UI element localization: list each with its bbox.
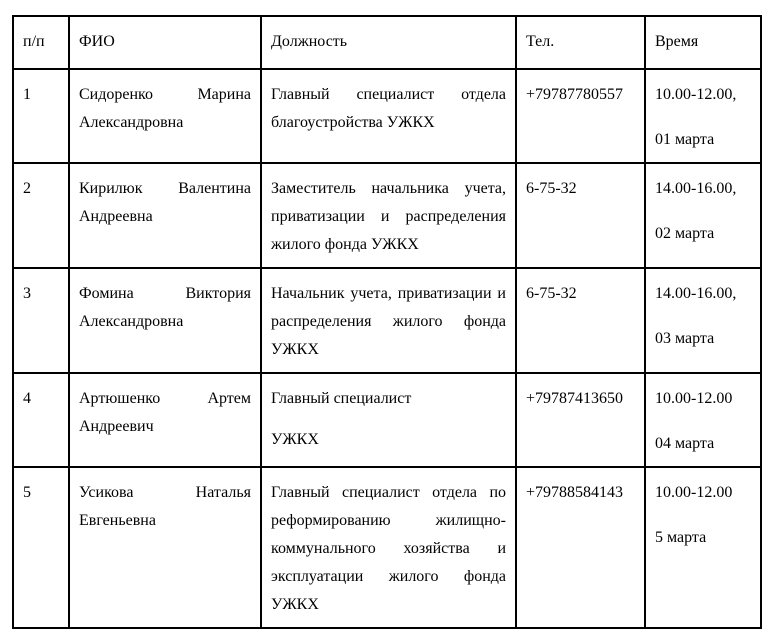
position-text: Главный специалист	[271, 390, 412, 407]
position-cell: Начальник учета, приватизации и распреде…	[260, 267, 517, 374]
person-name: Сидоренко Марина Александровна	[68, 68, 262, 164]
contact-schedule-table: п/п ФИО Должность Тел. Время 1 Сидоренко…	[12, 15, 762, 629]
table-row: 5 Усикова Наталья Евгеньевна Главный спе…	[12, 466, 762, 629]
time-cell: 10.00-12.00, 01 марта	[644, 68, 762, 164]
person-name: Артюшенко Артем Андреевич	[68, 372, 262, 468]
position-text: Заместитель начальника учета, приватизац…	[271, 180, 506, 253]
time-range: 14.00-16.00,	[655, 285, 737, 302]
table-row: 1 Сидоренко Марина Александровна Главный…	[12, 68, 762, 164]
phone-number: +79788584143	[515, 466, 646, 629]
time-cell: 10.00-12.00 04 марта	[644, 372, 762, 468]
time-cell: 14.00-16.00, 03 марта	[644, 267, 762, 374]
row-number: 4	[12, 372, 70, 468]
time-cell: 14.00-16.00, 02 марта	[644, 162, 762, 269]
position-text: Главный специалист отдела по реформирова…	[271, 484, 506, 613]
row-number: 1	[12, 68, 70, 164]
phone-number: +79787413650	[515, 372, 646, 468]
column-header-name: ФИО	[68, 15, 262, 70]
position-text: Главный специалист отдела благоустройств…	[271, 86, 506, 131]
time-range: 10.00-12.00	[655, 390, 733, 407]
position-cell: Главный специалист УЖКХ	[260, 372, 517, 468]
phone-number: 6-75-32	[515, 267, 646, 374]
header-row: п/п ФИО Должность Тел. Время	[12, 15, 762, 70]
column-header-phone: Тел.	[515, 15, 646, 70]
position-cell: Заместитель начальника учета, приватизац…	[260, 162, 517, 269]
phone-number: +79787780557	[515, 68, 646, 164]
position-cell: Главный специалист отдела благоустройств…	[260, 68, 517, 164]
column-header-num: п/п	[12, 15, 70, 70]
date-text: 5 марта	[655, 529, 707, 546]
column-header-time: Время	[644, 15, 762, 70]
date-text: 01 марта	[655, 131, 715, 148]
person-name: Фомина Виктория Александровна	[68, 267, 262, 374]
time-cell: 10.00-12.00 5 марта	[644, 466, 762, 629]
phone-number: 6-75-32	[515, 162, 646, 269]
date-text: 03 марта	[655, 330, 715, 347]
time-range: 10.00-12.00	[655, 484, 733, 501]
position-text: Начальник учета, приватизации и распреде…	[271, 285, 506, 358]
time-range: 14.00-16.00,	[655, 180, 737, 197]
contact-schedule-table-wrap: п/п ФИО Должность Тел. Время 1 Сидоренко…	[12, 15, 762, 629]
row-number: 3	[12, 267, 70, 374]
date-text: 04 марта	[655, 435, 715, 452]
person-name: Усикова Наталья Евгеньевна	[68, 466, 262, 629]
position-text-2: УЖКХ	[271, 431, 319, 448]
table-row: 2 Кирилюк Валентина Андреевна Заместител…	[12, 162, 762, 269]
time-range: 10.00-12.00,	[655, 86, 737, 103]
row-number: 5	[12, 466, 70, 629]
position-cell: Главный специалист отдела по реформирова…	[260, 466, 517, 629]
person-name: Кирилюк Валентина Андреевна	[68, 162, 262, 269]
table-row: 4 Артюшенко Артем Андреевич Главный спец…	[12, 372, 762, 468]
table-row: 3 Фомина Виктория Александровна Начальни…	[12, 267, 762, 374]
row-number: 2	[12, 162, 70, 269]
date-text: 02 марта	[655, 225, 715, 242]
column-header-position: Должность	[260, 15, 517, 70]
